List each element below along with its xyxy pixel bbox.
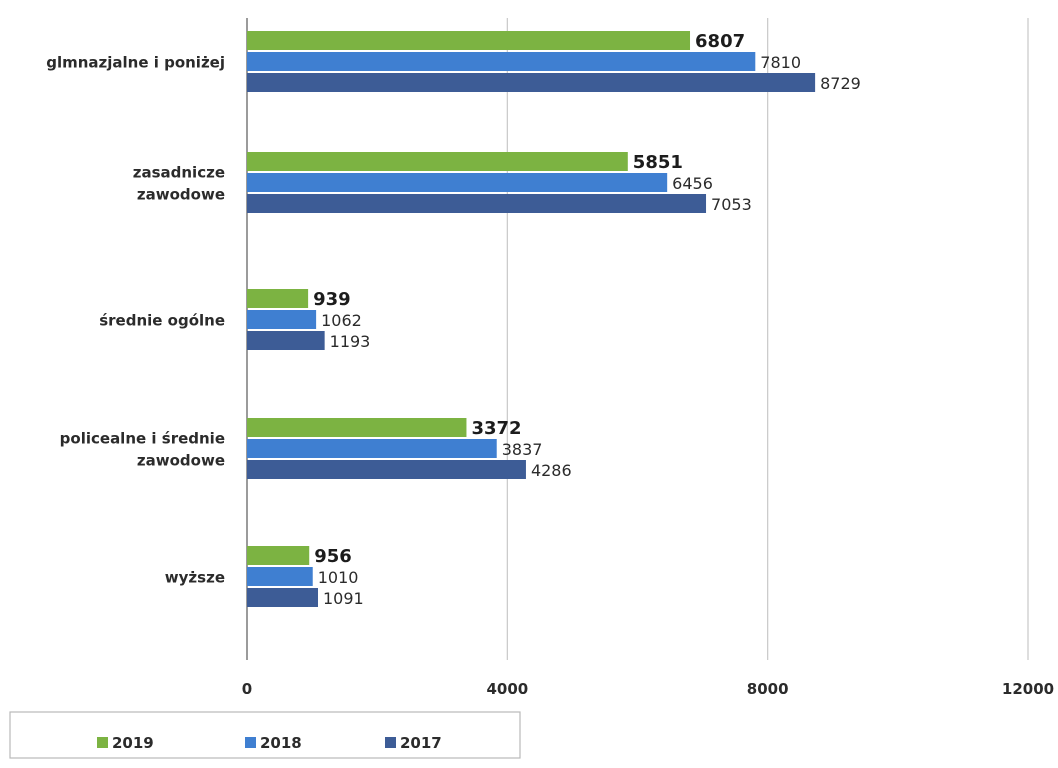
data-label-2018-1: 6456 bbox=[672, 174, 713, 193]
data-label-2017-2: 1193 bbox=[330, 332, 371, 351]
legend: 2019 2018 2017 bbox=[9, 711, 521, 759]
x-tick-label: 12000 bbox=[1002, 680, 1054, 698]
data-label-2017-4: 1091 bbox=[323, 589, 364, 608]
data-label-2017-3: 4286 bbox=[531, 461, 572, 480]
data-labels: 6807 5851 939 3372 956 7810 6456 1062 3837 1010 87… bbox=[313, 31, 861, 608]
category-label: zawodowe bbox=[137, 452, 225, 470]
data-label-2017-0: 8729 bbox=[820, 74, 861, 93]
x-tick-label: 8000 bbox=[747, 680, 789, 698]
bar-2019-3 bbox=[247, 418, 467, 437]
bar-2018-3 bbox=[247, 439, 497, 458]
category-label: policealne i średnie bbox=[60, 430, 225, 448]
data-label-2019-4: 956 bbox=[314, 546, 352, 567]
data-label-2019-1: 5851 bbox=[633, 152, 683, 173]
bar-2018-2 bbox=[247, 310, 317, 329]
bar-2017-1 bbox=[247, 194, 707, 213]
bar-2019-2 bbox=[247, 289, 309, 308]
bar-2017-4 bbox=[247, 588, 319, 607]
category-label: wyższe bbox=[165, 569, 225, 587]
x-tick-label: 0 bbox=[242, 680, 252, 698]
bar-2017-3 bbox=[247, 460, 526, 479]
bar-2019-4 bbox=[247, 546, 310, 565]
bar-2018-4 bbox=[247, 567, 313, 586]
data-label-2019-2: 939 bbox=[313, 289, 351, 310]
data-label-2019-0: 6807 bbox=[695, 31, 745, 52]
category-label: zawodowe bbox=[137, 186, 225, 204]
data-label-2018-0: 7810 bbox=[760, 53, 801, 72]
bar-2017-0 bbox=[247, 73, 816, 92]
legend-swatch-2019 bbox=[97, 737, 108, 748]
x-tick-label: 4000 bbox=[486, 680, 528, 698]
bar-2019-1 bbox=[247, 152, 628, 171]
legend-swatch-2017 bbox=[385, 737, 396, 748]
legend-label-2019: 2019 bbox=[112, 734, 154, 752]
data-label-2018-3: 3837 bbox=[502, 440, 543, 459]
gridlines bbox=[506, 18, 1029, 660]
legend-label-2017: 2017 bbox=[400, 734, 442, 752]
category-label: zasadnicze bbox=[133, 164, 225, 182]
category-labels: glmnazjalne i poniżej zasadnicze zawodowe ś… bbox=[46, 54, 225, 587]
tick-labels: 0 4000 8000 12000 bbox=[242, 680, 1054, 698]
legend-label-2018: 2018 bbox=[260, 734, 302, 752]
legend-swatch-2018 bbox=[245, 737, 256, 748]
bars bbox=[247, 31, 816, 607]
category-label: średnie ogólne bbox=[99, 312, 225, 330]
legend-box bbox=[9, 711, 521, 759]
data-label-2018-4: 1010 bbox=[318, 568, 359, 587]
category-label: glmnazjalne i poniżej bbox=[46, 54, 225, 72]
bar-2019-0 bbox=[247, 31, 691, 50]
bar-2018-1 bbox=[247, 173, 668, 192]
data-label-2017-1: 7053 bbox=[711, 195, 752, 214]
bar-2018-0 bbox=[247, 52, 756, 71]
bar-2017-2 bbox=[247, 331, 325, 350]
data-label-2018-2: 1062 bbox=[321, 311, 362, 330]
data-label-2019-3: 3372 bbox=[471, 418, 521, 439]
